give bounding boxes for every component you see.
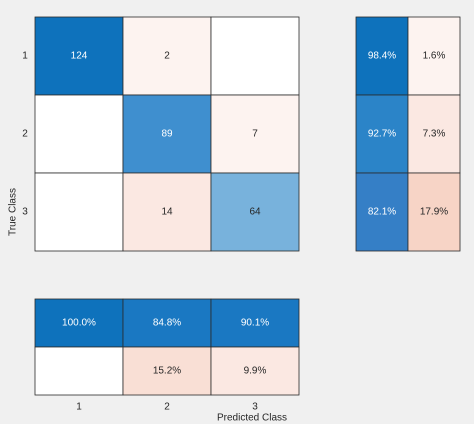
- row-summary-rect: [407, 16, 461, 96]
- matrix-cell: [34, 172, 124, 252]
- matrix-cell: 7: [210, 94, 300, 174]
- y-axis-label: True Class: [8, 188, 19, 236]
- column-summary-value: 15.2%: [153, 366, 181, 377]
- row-summary-cell: 82.1%: [355, 172, 409, 252]
- column-summary-cell: [34, 346, 124, 396]
- column-summary-cell: 90.1%: [210, 298, 300, 348]
- column-summary-value: 84.8%: [153, 318, 181, 329]
- matrix-cell: 64: [210, 172, 300, 252]
- matrix-cell-value: 124: [71, 51, 88, 62]
- confusion-matrix: 124 2 89 7 14 64: [34, 16, 300, 252]
- matrix-cell: [210, 16, 300, 96]
- matrix-cell: 124: [34, 16, 124, 96]
- column-summary-cell: 84.8%: [122, 298, 212, 348]
- row-summary-rect: [407, 94, 461, 174]
- row-summary-cell: 1.6%: [407, 16, 461, 96]
- matrix-cell-rect: [210, 16, 300, 96]
- matrix-cell: 2: [122, 16, 212, 96]
- matrix-cell-rect: [34, 94, 124, 174]
- x-axis-label: Predicted Class: [217, 413, 287, 424]
- x-tick-label: 1: [76, 402, 82, 413]
- row-summary-cell: 92.7%: [355, 94, 409, 174]
- column-summary-rect: [210, 298, 300, 348]
- matrix-cell-rect: [122, 94, 212, 174]
- row-summary-value: 17.9%: [420, 207, 448, 218]
- column-summary-cell: 15.2%: [122, 346, 212, 396]
- matrix-cell-rect: [34, 172, 124, 252]
- row-summary-rect: [407, 172, 461, 252]
- row-summary-value: 98.4%: [368, 51, 396, 62]
- matrix-cell-value: 64: [249, 207, 261, 218]
- matrix-cell-value: 89: [161, 129, 173, 140]
- column-summary-cell: 100.0%: [34, 298, 124, 348]
- row-summary-value: 82.1%: [368, 207, 396, 218]
- y-tick-label: 2: [22, 129, 28, 140]
- column-summary-rect: [210, 346, 300, 396]
- column-summary-cell: 9.9%: [210, 346, 300, 396]
- row-summary: 98.4% 1.6% 92.7% 7.3% 82.1% 17.9%: [355, 16, 461, 252]
- x-tick-label: 2: [164, 402, 170, 413]
- matrix-cell: [34, 94, 124, 174]
- column-summary-value: 100.0%: [62, 318, 96, 329]
- row-summary-value: 92.7%: [368, 129, 396, 140]
- matrix-cell-rect: [122, 16, 212, 96]
- column-summary-rect: [122, 298, 212, 348]
- matrix-cell-value: 14: [161, 207, 173, 218]
- matrix-cell-rect: [34, 16, 124, 96]
- column-summary-rect: [34, 298, 124, 348]
- matrix-cell-value: 7: [252, 129, 258, 140]
- row-summary-cell: 7.3%: [407, 94, 461, 174]
- row-summary-value: 1.6%: [423, 51, 446, 62]
- row-summary-value: 7.3%: [423, 129, 446, 140]
- column-summary-value: 9.9%: [244, 366, 267, 377]
- matrix-cell-value: 2: [164, 51, 170, 62]
- matrix-cell-rect: [210, 94, 300, 174]
- row-summary-cell: 98.4%: [355, 16, 409, 96]
- column-summary-value: 90.1%: [241, 318, 269, 329]
- y-tick-label: 3: [22, 207, 28, 218]
- y-tick-label: 1: [22, 51, 28, 62]
- row-summary-cell: 17.9%: [407, 172, 461, 252]
- matrix-cell: 14: [122, 172, 212, 252]
- matrix-cell-rect: [210, 172, 300, 252]
- x-tick-label: 3: [252, 402, 258, 413]
- column-summary-rect: [34, 346, 124, 396]
- column-summary: 100.0% 84.8% 90.1% 15.2% 9.9%: [34, 298, 300, 396]
- matrix-cell: 89: [122, 94, 212, 174]
- matrix-cell-rect: [122, 172, 212, 252]
- column-summary-rect: [122, 346, 212, 396]
